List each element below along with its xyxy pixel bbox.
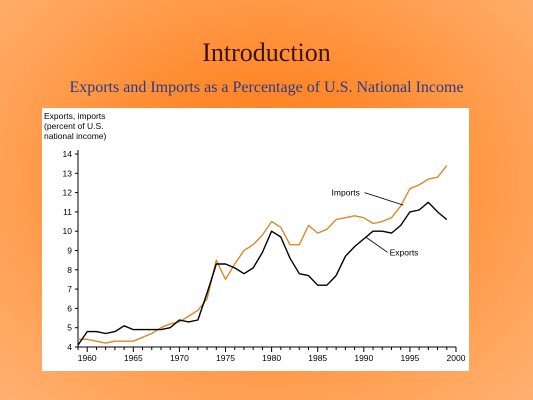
y-tick-label: 5: [67, 323, 72, 333]
x-tick-label: 1960: [78, 353, 97, 363]
y-axis-label-line: (percent of U.S.: [44, 121, 104, 131]
y-tick-label: 14: [63, 149, 73, 159]
x-tick-label: 1970: [170, 353, 189, 363]
x-tick-label: 1975: [216, 353, 235, 363]
series-lines: [77, 165, 448, 346]
y-tick-label: 7: [67, 284, 72, 294]
y-tick-label: 8: [67, 265, 72, 275]
annotation-leader-imports: [364, 192, 404, 206]
y-tick-label: 9: [67, 246, 72, 256]
y-tick-label: 13: [63, 168, 73, 178]
y-tick-label: 10: [63, 226, 73, 236]
slide-title: Introduction: [202, 38, 331, 67]
x-tick-label: 1965: [124, 353, 143, 363]
y-tick-label: 11: [63, 207, 72, 217]
y-axis-label-line: Exports, imports: [44, 111, 105, 121]
x-tick-label: 1980: [262, 353, 281, 363]
series-annotations: Imports Exports: [332, 188, 419, 258]
annotation-imports: Imports: [332, 188, 360, 198]
exports-imports-line-chart: Exports, imports(percent of U.S.national…: [44, 111, 466, 363]
y-tick-label: 4: [67, 342, 72, 352]
x-axis-ticks: 1960 1965 1970 1975 1980 1985 1990 1995 2000: [77, 347, 466, 363]
x-tick-label: 2000: [447, 353, 466, 363]
series-line-imports: [78, 165, 448, 344]
annotation-exports: Exports: [390, 247, 419, 257]
y-tick-label: 6: [67, 303, 72, 313]
slide-subtitle: Exports and Imports as a Percentage of U…: [69, 79, 464, 96]
x-tick-label: 1985: [308, 353, 327, 363]
y-axis-label-line: national income): [44, 131, 107, 141]
y-axis-label: Exports, imports(percent of U.S.national…: [44, 111, 107, 141]
y-tick-label: 12: [63, 188, 73, 198]
y-axis-ticks: 4 5 6 7 8 9 10 11 12 13 14: [63, 149, 78, 352]
annotation-leader-exports: [365, 236, 388, 253]
x-tick-label: 1995: [400, 353, 419, 363]
chart-panel: Exports, imports (percent of U.S. national…: [42, 108, 469, 371]
x-tick-label: 1990: [354, 353, 373, 363]
series-line-exports: [77, 201, 448, 346]
